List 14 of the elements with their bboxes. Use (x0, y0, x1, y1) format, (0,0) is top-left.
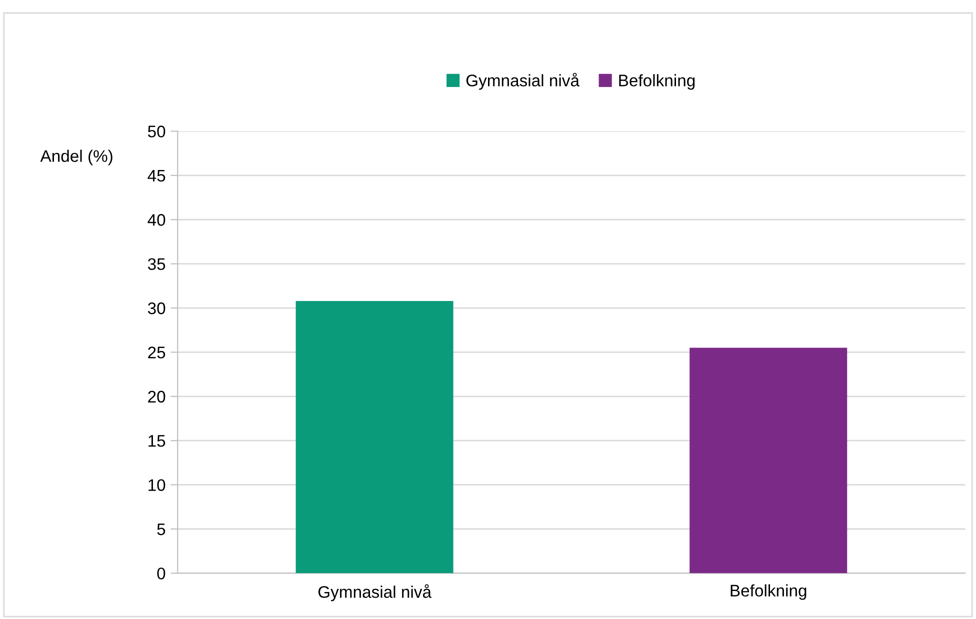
y-tick-label: 10 (148, 479, 166, 492)
y-tick-label: 30 (148, 302, 166, 314)
y-tick-label: 5 (157, 524, 166, 536)
y-tick-label: 35 (148, 258, 166, 270)
y-tick-label: 40 (148, 214, 166, 226)
y-tick-label: 25 (148, 346, 166, 358)
y-tick-label: 45 (148, 170, 166, 182)
legend-label: Gymnasial nivå (466, 72, 580, 90)
legend-label: Befolkning (619, 74, 695, 90)
y-tick-label: 0 (157, 568, 166, 580)
y-tick-label: 50 (148, 126, 166, 138)
y-tick-label: 20 (148, 390, 166, 403)
y-axis-title: Andel (%) (40, 150, 112, 166)
y-tick-label: 15 (148, 435, 166, 447)
